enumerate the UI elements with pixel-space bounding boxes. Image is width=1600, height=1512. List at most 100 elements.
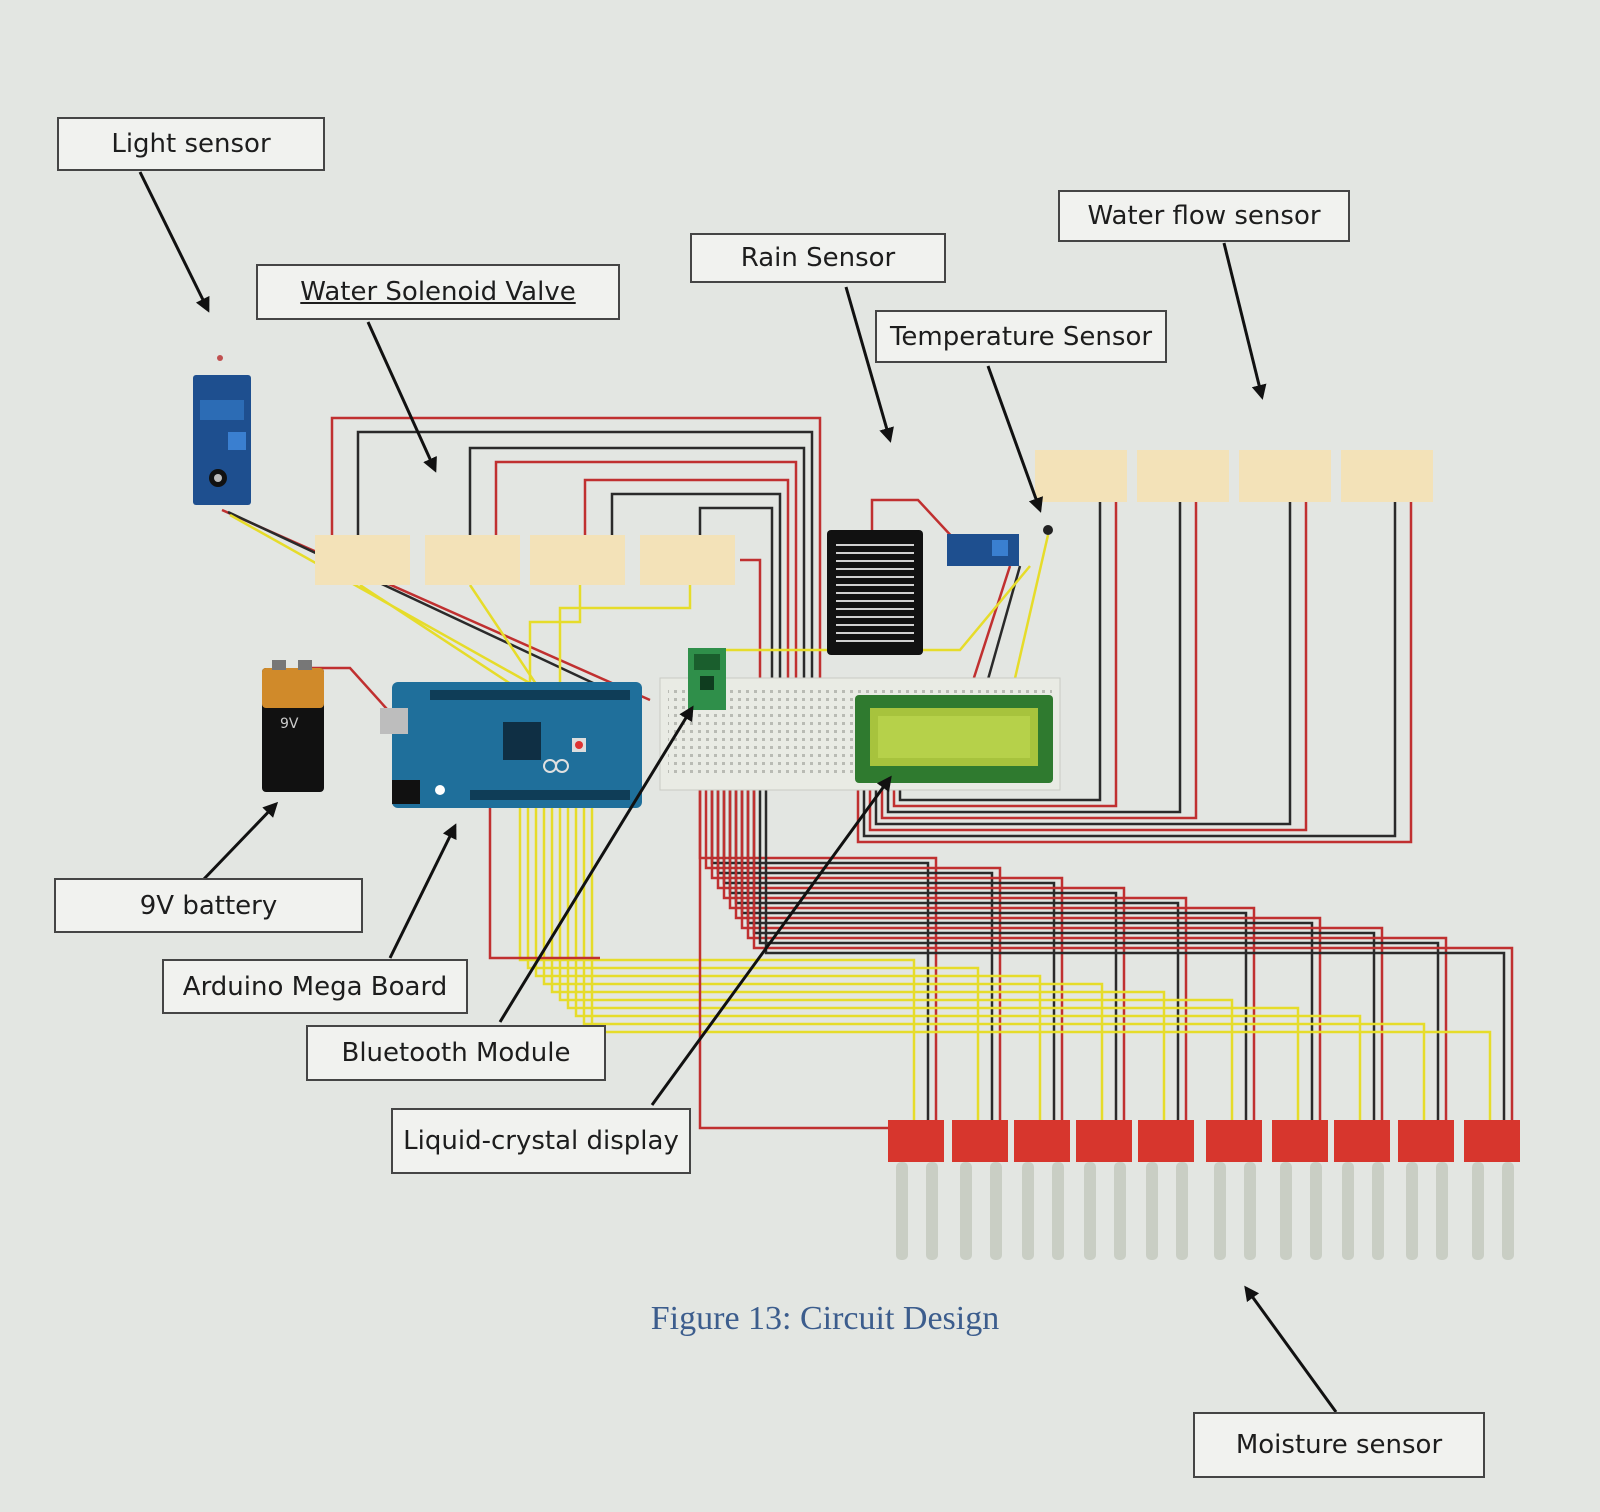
solenoid-valve — [315, 535, 410, 585]
moisture-sensor — [1138, 1120, 1194, 1260]
arrow-temperature-sensor — [986, 365, 1043, 513]
wire — [746, 782, 1314, 1120]
temperature-sensor — [1043, 525, 1053, 535]
label-moisture-sensor: Moisture sensor — [1193, 1412, 1485, 1478]
moisture-sensor — [888, 1120, 944, 1260]
wire — [968, 565, 1012, 691]
wire — [550, 808, 1166, 1120]
wire — [700, 565, 1031, 652]
solenoid-valves — [315, 535, 735, 585]
solenoid-valve — [530, 535, 625, 585]
label-9v-battery: 9V battery — [54, 878, 363, 933]
wire — [862, 502, 1397, 838]
wire — [610, 492, 782, 690]
water-flow-sensor — [1341, 450, 1433, 502]
light-sensor-module — [193, 355, 251, 505]
wire — [870, 498, 956, 541]
moisture-sensor — [1398, 1120, 1454, 1260]
wire — [734, 782, 1322, 1120]
wire — [874, 502, 1292, 826]
arrow-rain-sensor — [844, 286, 894, 443]
wire — [468, 446, 806, 690]
figure-caption: Figure 13: Circuit Design — [650, 1300, 1000, 1337]
rain-sensor — [827, 530, 1019, 655]
water-flow-sensor — [1035, 450, 1127, 502]
solenoid-valve — [640, 535, 735, 585]
wire — [740, 558, 762, 690]
wire — [1008, 534, 1050, 701]
wire — [558, 585, 692, 690]
wire — [518, 808, 916, 1120]
arrow-water-flow-sensor — [1222, 242, 1267, 400]
wire — [880, 502, 1198, 820]
arrows — [138, 171, 1338, 1413]
moisture-sensor — [1014, 1120, 1070, 1260]
moisture-sensor — [1076, 1120, 1132, 1260]
label-arduino-mega-board: Arduino Mega Board — [162, 959, 468, 1014]
arrow-arduino — [388, 823, 457, 959]
moisture-sensors — [888, 1120, 1520, 1260]
wire — [752, 782, 1376, 1120]
label-temperature-sensor: Temperature Sensor — [875, 310, 1167, 363]
battery-text: 9V — [280, 716, 299, 732]
moisture-sensor — [1464, 1120, 1520, 1260]
wire — [734, 782, 1180, 1120]
wire — [710, 782, 930, 1120]
wire — [716, 782, 1126, 1120]
wire — [566, 808, 1300, 1120]
wire — [886, 502, 1182, 814]
wire — [856, 502, 1413, 844]
wire — [764, 782, 1506, 1120]
wire — [574, 808, 1362, 1120]
arrow-bluetooth — [498, 705, 694, 1023]
solenoid-valve — [425, 535, 520, 585]
label-liquid-crystal-display: Liquid-crystal display — [391, 1108, 691, 1174]
wire — [728, 782, 1256, 1120]
wire — [534, 808, 1042, 1120]
label-water-solenoid-valve: Water Solenoid Valve — [256, 264, 620, 320]
wire — [494, 460, 798, 690]
wire — [488, 808, 600, 960]
battery-9v: 9V — [262, 660, 324, 792]
wire — [590, 808, 1492, 1120]
wire — [704, 782, 1002, 1120]
water-flow-sensor — [1137, 450, 1229, 502]
wire — [746, 782, 1448, 1120]
wire — [752, 782, 1514, 1120]
bluetooth-module — [688, 648, 726, 710]
arrow-lcd — [650, 775, 892, 1106]
wire — [468, 584, 542, 691]
label-bluetooth-module: Bluetooth Module — [306, 1025, 606, 1081]
arrow-light-sensor — [138, 171, 210, 313]
wire — [728, 782, 1118, 1120]
wire — [227, 510, 641, 707]
label-light-sensor: Light sensor — [57, 117, 325, 171]
moisture-sensor — [1334, 1120, 1390, 1260]
wire — [758, 782, 1440, 1120]
wire — [582, 808, 1426, 1120]
arrow-battery — [201, 801, 279, 882]
water-flow-sensors — [1035, 450, 1433, 502]
arrow-moisture-sensor — [1244, 1285, 1338, 1413]
arrow-solenoid-valve — [366, 321, 437, 473]
wire — [356, 430, 814, 690]
label-rain-sensor: Rain Sensor — [690, 233, 946, 283]
label-water-flow-sensor: Water flow sensor — [1058, 190, 1350, 242]
wires — [221, 416, 1514, 1130]
wire — [698, 782, 888, 1130]
lcd-display — [855, 695, 1053, 783]
wire — [542, 808, 1104, 1120]
wire — [359, 583, 521, 692]
arduino-mega-board — [380, 682, 642, 808]
wire — [583, 478, 790, 690]
moisture-sensor — [1272, 1120, 1328, 1260]
moisture-sensor — [952, 1120, 1008, 1260]
wire — [528, 585, 582, 690]
wire — [558, 808, 1234, 1120]
wire — [898, 502, 1102, 802]
water-flow-sensor — [1239, 450, 1331, 502]
wire — [330, 416, 822, 690]
wire — [698, 506, 774, 690]
wire — [740, 782, 1248, 1120]
